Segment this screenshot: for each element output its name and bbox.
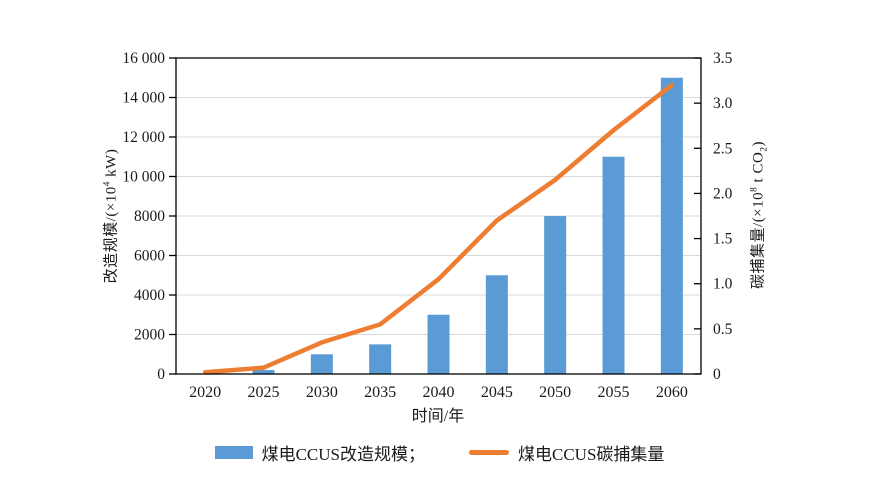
- left-axis-title-suffix: kW): [103, 148, 120, 182]
- left-axis-title: 改造规模/(×104 kW): [100, 149, 121, 284]
- left-tick-label: 6000: [134, 248, 165, 265]
- right-tick-label: 1.5: [713, 231, 733, 248]
- x-tick-label: 2035: [364, 384, 396, 401]
- x-tick-label: 2030: [306, 384, 338, 401]
- legend: 煤电CCUS改造规模； 煤电CCUS碳捕集量: [0, 440, 879, 465]
- bar-2045: [485, 275, 508, 374]
- right-axis-title-mid: t CO: [750, 151, 767, 187]
- right-tick-label: 3.0: [713, 95, 733, 112]
- bar-2060: [660, 77, 683, 374]
- x-tick-label: 2045: [481, 384, 513, 401]
- left-tick-label: 14 000: [122, 90, 165, 107]
- right-tick-label: 2.0: [713, 185, 733, 202]
- legend-item-line: 煤电CCUS碳捕集量: [469, 440, 664, 465]
- bar-2035: [369, 344, 392, 374]
- right-axis-title-suffix: ): [750, 141, 767, 147]
- right-tick-label: 1.0: [713, 276, 733, 293]
- right-axis-title-text: 碳捕集量/(×10: [750, 191, 767, 289]
- legend-bar-label: 煤电CCUS改造规模；: [261, 445, 425, 464]
- left-tick-label: 10 000: [122, 169, 165, 186]
- legend-item-bar: 煤电CCUS改造规模；: [214, 440, 425, 465]
- legend-line-label: 煤电CCUS碳捕集量: [518, 445, 665, 464]
- left-axis-title-text: 改造规模/(×10: [103, 186, 120, 284]
- x-tick-label: 2055: [598, 384, 630, 401]
- left-tick-label: 12 000: [122, 129, 165, 146]
- x-tick-label: 2040: [423, 384, 455, 401]
- left-tick-label: 8000: [134, 208, 165, 225]
- bar-2030: [310, 354, 333, 374]
- x-axis-title: 时间/年: [411, 408, 465, 425]
- left-tick-label: 2000: [134, 327, 165, 344]
- x-tick-label: 2050: [539, 384, 571, 401]
- right-axis-title-sub: 2: [759, 146, 770, 152]
- right-tick-label: 3.5: [713, 50, 733, 67]
- x-tick-label: 2020: [189, 384, 221, 401]
- right-tick-label: 0.5: [713, 321, 733, 338]
- bar-2040: [427, 314, 450, 374]
- bar-2050: [544, 216, 567, 374]
- right-tick-label: 0: [713, 366, 721, 383]
- bar-swatch: [214, 446, 253, 459]
- bar-2025: [252, 370, 275, 374]
- x-tick-label: 2025: [248, 384, 280, 401]
- line-swatch: [469, 450, 509, 455]
- left-tick-label: 16 000: [122, 50, 165, 67]
- left-tick-label: 0: [157, 366, 165, 383]
- line-series: [202, 82, 675, 375]
- left-tick-label: 4000: [134, 287, 165, 304]
- left-axis-title-sup: 4: [102, 181, 113, 187]
- right-tick-label: 2.5: [713, 140, 733, 157]
- bar-2055: [602, 156, 625, 374]
- right-axis-title-sup: 8: [749, 186, 760, 192]
- x-tick-label: 2060: [656, 384, 688, 401]
- right-axis-title: 碳捕集量/(×108 t CO2): [747, 141, 770, 289]
